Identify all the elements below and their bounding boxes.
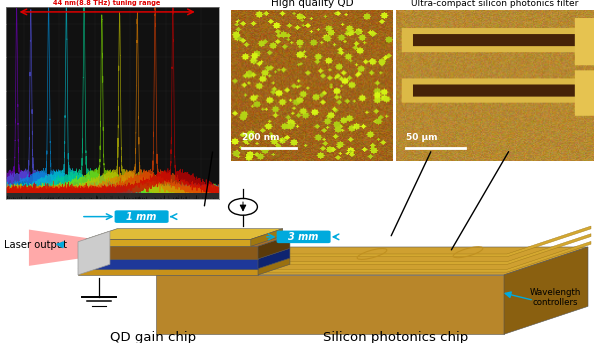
Text: Silicon photonics chip: Silicon photonics chip [323,331,469,343]
Polygon shape [156,275,504,334]
FancyBboxPatch shape [115,210,169,223]
Polygon shape [258,248,290,269]
Polygon shape [85,229,283,239]
Text: 44 nm(8.8 THz) tuning range: 44 nm(8.8 THz) tuning range [53,0,161,6]
Polygon shape [78,236,290,246]
Title: Ultra-compact silicon photonics filter: Ultra-compact silicon photonics filter [412,0,578,8]
Text: 3 mm: 3 mm [289,232,319,242]
Title: High quality QD: High quality QD [271,0,353,8]
Polygon shape [85,239,251,246]
Polygon shape [504,247,588,334]
Text: Wavelength controllers: Wavelength controllers [529,288,581,307]
Text: 200 nm: 200 nm [242,133,280,142]
Polygon shape [251,229,283,246]
Polygon shape [78,269,258,275]
X-axis label: Wavelength (μm): Wavelength (μm) [79,211,146,220]
FancyBboxPatch shape [277,230,331,243]
Polygon shape [159,226,591,257]
Polygon shape [258,236,290,259]
Polygon shape [29,229,110,266]
Text: Laser output: Laser output [5,240,67,250]
Polygon shape [78,246,258,259]
Circle shape [229,199,257,215]
Polygon shape [258,258,290,275]
Polygon shape [78,248,290,259]
Polygon shape [159,234,591,264]
Polygon shape [78,258,290,269]
Text: 50 μm: 50 μm [406,133,437,142]
Polygon shape [159,241,591,272]
Polygon shape [156,247,588,275]
Polygon shape [78,231,110,275]
Text: 1 mm: 1 mm [127,212,157,222]
Polygon shape [78,259,258,269]
Text: QD gain chip: QD gain chip [110,331,196,343]
